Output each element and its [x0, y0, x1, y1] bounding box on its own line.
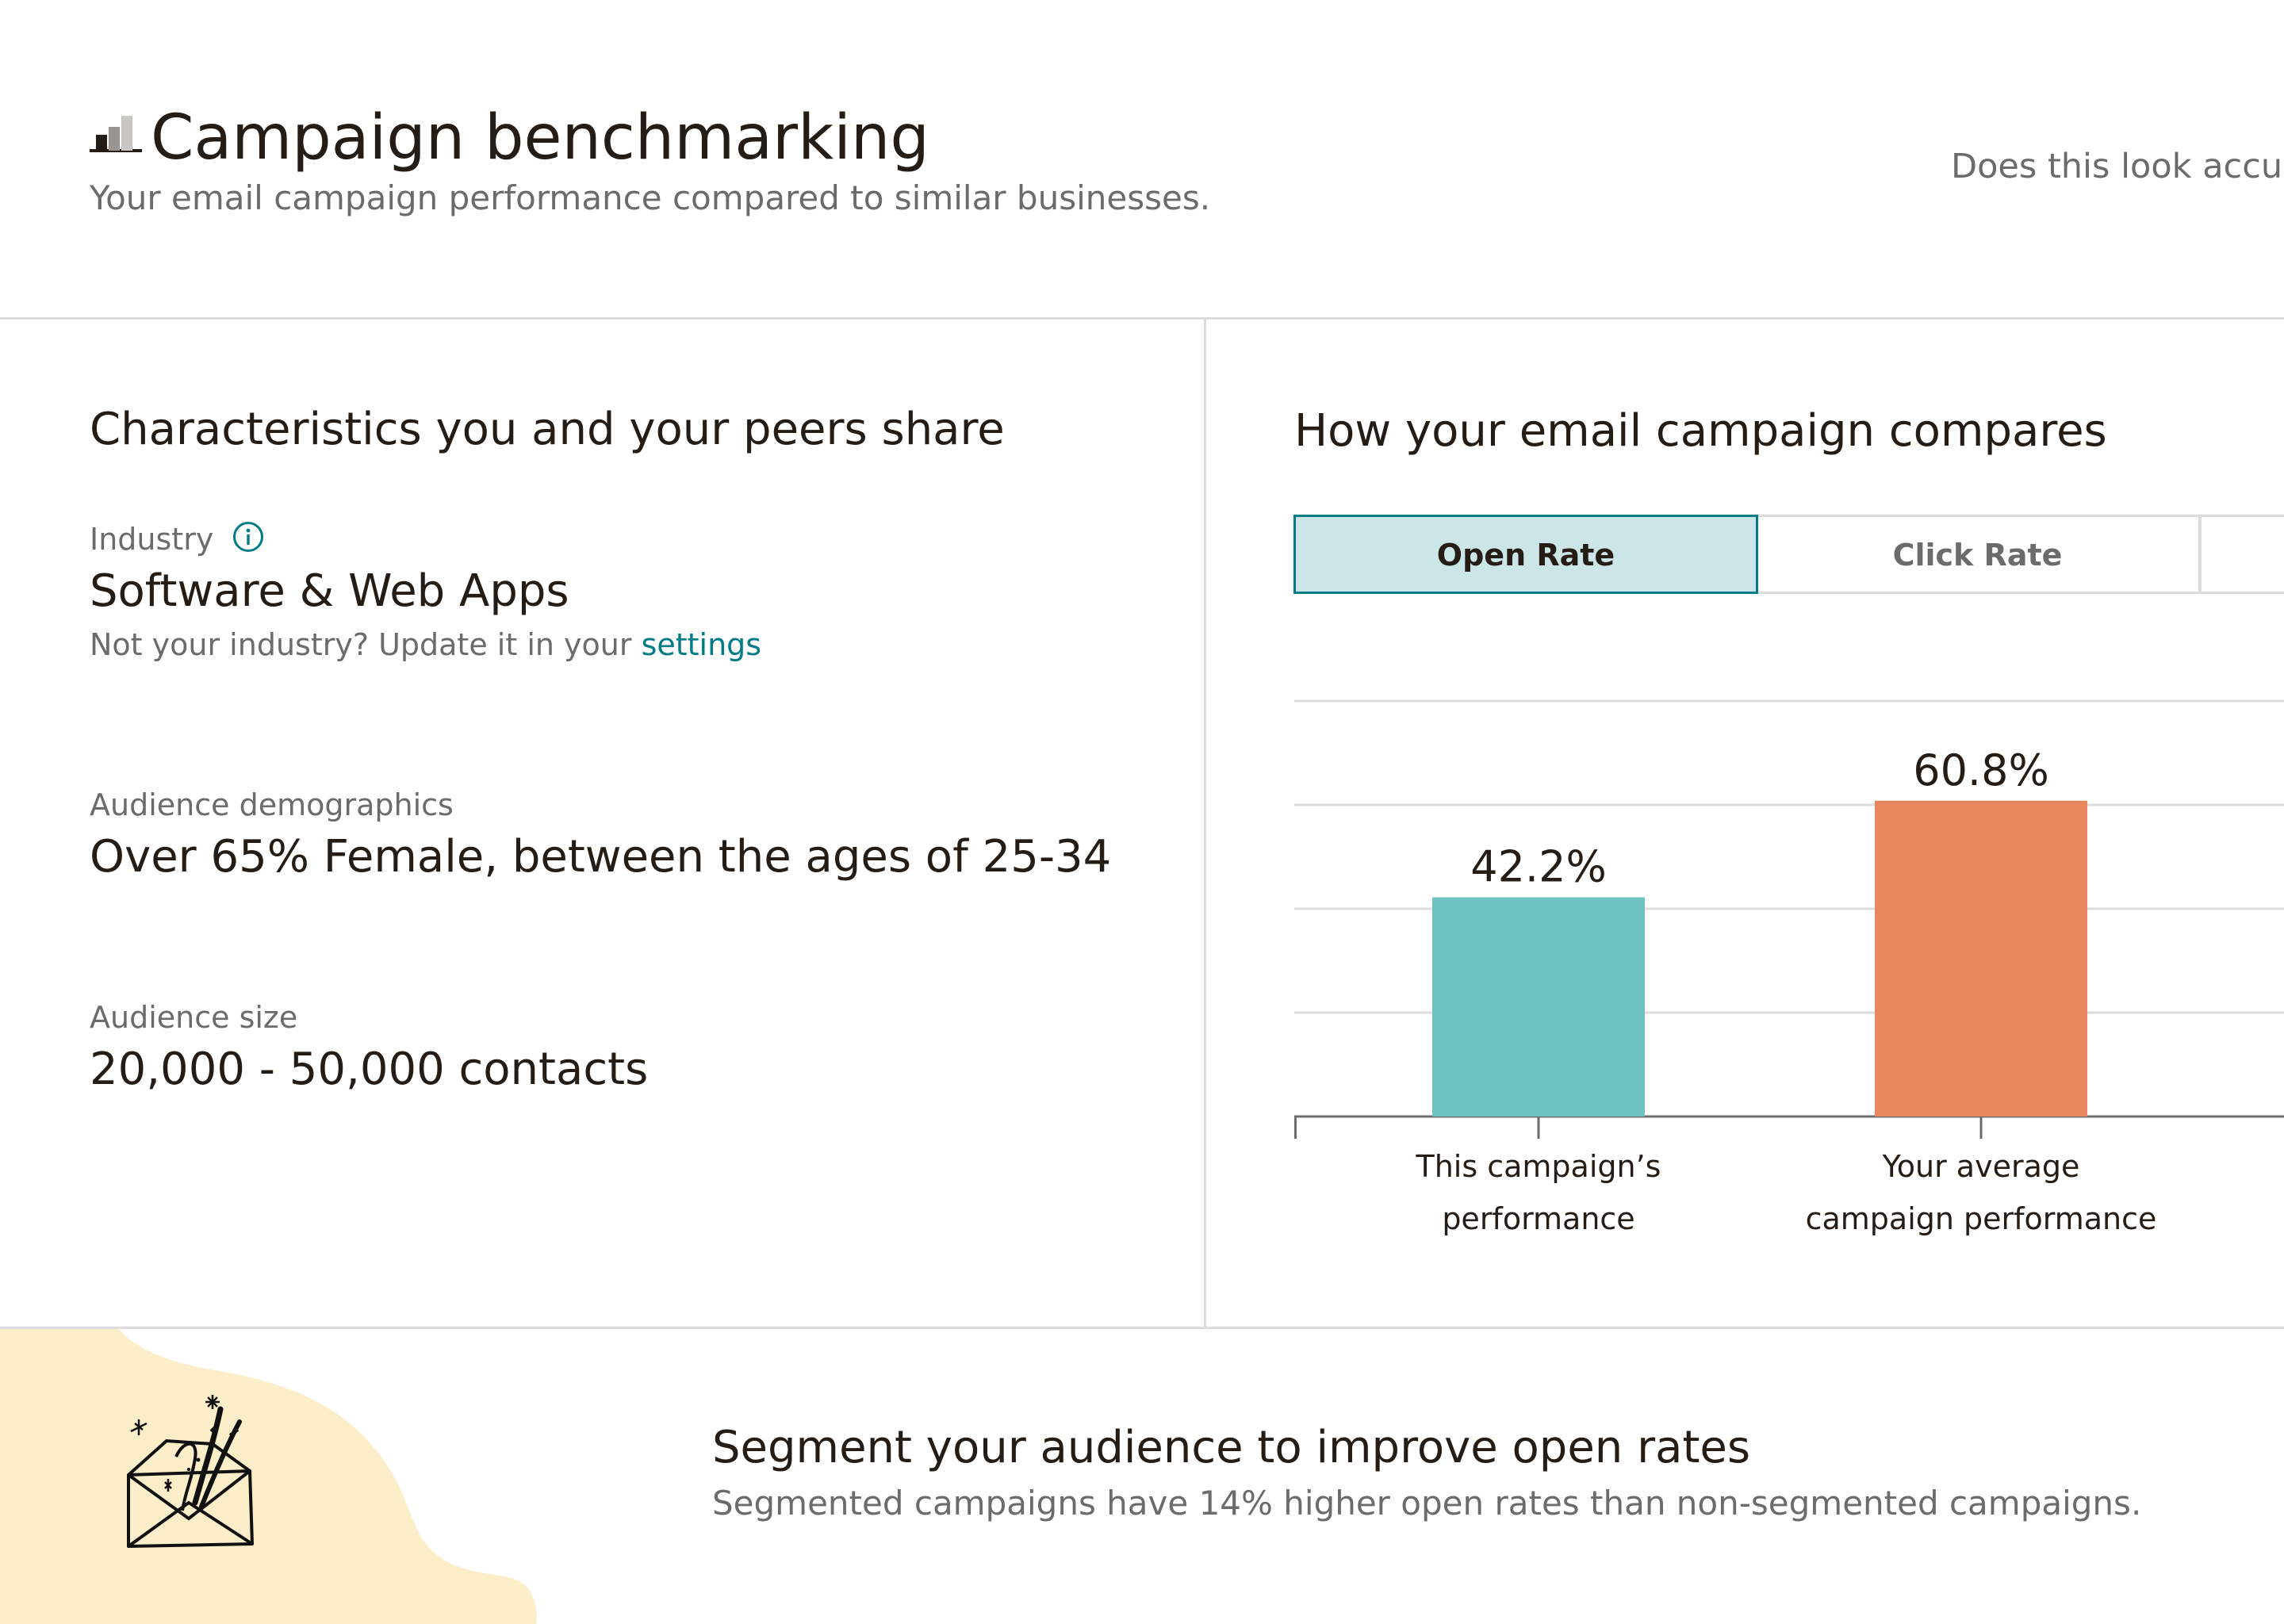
- industry-note: Not your industry? Update it in your set…: [90, 625, 761, 665]
- metric-tabs: Open Rate Click Rate: [1293, 515, 2284, 594]
- industry-value: Software & Web Apps: [90, 565, 569, 617]
- settings-link[interactable]: settings: [641, 627, 762, 662]
- bar-value-label: 60.8%: [1913, 745, 2049, 795]
- tip-illustration-background: [0, 1329, 537, 1624]
- x-tick-label: campaign performance: [1806, 1201, 2157, 1236]
- chart-bar: [1432, 897, 1645, 1116]
- chart-bar: [1875, 800, 2087, 1116]
- industry-label: Industry: [90, 522, 214, 557]
- audience-size-value: 20,000 - 50,000 contacts: [90, 1044, 649, 1095]
- industry-note-text: Not your industry? Update it in your: [90, 627, 642, 662]
- feedback-prompt[interactable]: Does this look accur: [1951, 147, 2284, 186]
- comparison-heading: How your email campaign compares: [1294, 405, 2107, 457]
- x-tick-label: performance: [1442, 1201, 1634, 1236]
- tab-open-rate[interactable]: Open Rate: [1293, 515, 1758, 594]
- audience-size-label: Audience size: [90, 1000, 298, 1035]
- page-subtitle: Your email campaign performance compared…: [90, 178, 1211, 217]
- demographics-value: Over 65% Female, between the ages of 25-…: [90, 831, 1112, 883]
- x-tick-label: This campaign’s: [1416, 1149, 1661, 1184]
- demographics-label: Audience demographics: [90, 787, 454, 822]
- info-icon[interactable]: [232, 521, 264, 553]
- open-rate-bar-chart: 42.2% This campaign’s performance 60.8% Your…: [1294, 699, 2284, 1236]
- header-divider: [0, 317, 2284, 320]
- bar-value-label: 42.2%: [1470, 842, 1607, 892]
- panel-divider: [1204, 319, 1206, 1327]
- tip-body: Segmented campaigns have 14% higher open…: [712, 1484, 2142, 1522]
- x-tick-label: Your average: [1882, 1149, 2080, 1184]
- envelope-illustration: [127, 1395, 254, 1548]
- tab-additional[interactable]: [2199, 515, 2284, 594]
- tab-click-rate[interactable]: Click Rate: [1757, 515, 2201, 594]
- page-title: Campaign benchmarking: [151, 102, 929, 174]
- characteristics-heading: Characteristics you and your peers share: [90, 404, 1005, 455]
- tip-divider: [0, 1327, 2284, 1329]
- bar-chart-icon: [90, 116, 142, 152]
- tip-title: Segment your audience to improve open ra…: [712, 1422, 1751, 1473]
